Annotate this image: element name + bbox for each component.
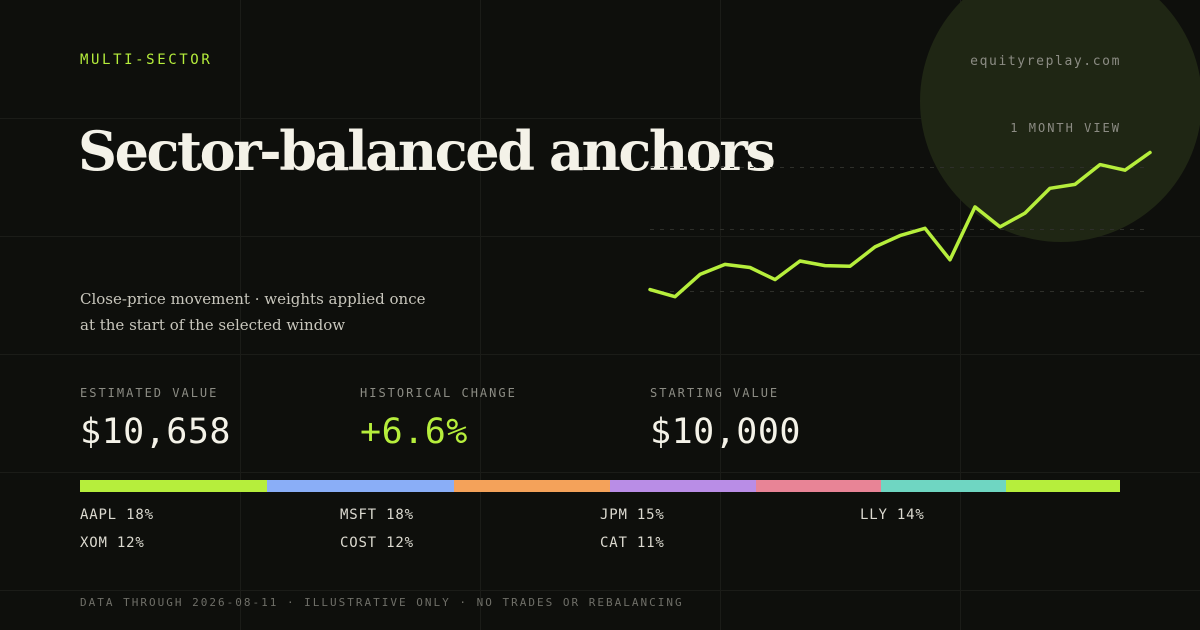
holding-xom: XOM 12% — [80, 535, 145, 551]
holding-weight: 12% — [116, 535, 145, 551]
allocation-segment-xom — [755, 480, 881, 492]
holding-ticker: AAPL — [80, 507, 117, 523]
subtitle: Close-price movement · weights applied o… — [80, 286, 450, 338]
historical-change-label: HISTORICAL CHANGE — [360, 386, 517, 400]
allocation-segment-msft — [267, 480, 455, 492]
holding-ticker: LLY — [860, 507, 888, 523]
holding-aapl: AAPL 18% — [80, 507, 154, 523]
allocation-segment-cost — [880, 480, 1006, 492]
subtitle-line-1: Close-price movement · weights applied o… — [80, 290, 426, 308]
page-title: Sector-balanced anchors — [78, 119, 776, 183]
holding-weight: 18% — [126, 507, 154, 523]
holding-ticker: COST — [340, 535, 377, 551]
holding-ticker: MSFT — [340, 507, 377, 523]
decorative-glow-circle — [920, 0, 1200, 242]
historical-change-value: +6.6% — [360, 412, 468, 452]
category-label: MULTI-SECTOR — [80, 52, 213, 68]
holding-weight: 14% — [896, 507, 925, 523]
allocation-segment-jpm — [454, 480, 611, 492]
holding-ticker: JPM — [600, 507, 628, 523]
estimated-value-stat: ESTIMATED VALUE $10,658 — [80, 386, 231, 452]
disclaimer-footnote: DATA THROUGH 2026-08-11 · ILLUSTRATIVE O… — [80, 596, 684, 609]
subtitle-line-2: at the start of the selected window — [80, 316, 346, 334]
period-label: 1 MONTH VIEW — [1010, 121, 1121, 135]
allocation-segment-cat — [1005, 480, 1120, 492]
estimated-value-label: ESTIMATED VALUE — [80, 386, 219, 400]
historical-change-stat: HISTORICAL CHANGE +6.6% — [360, 386, 517, 452]
allocation-bar — [80, 480, 1120, 492]
holding-msft: MSFT 18% — [340, 507, 414, 523]
starting-value-stat: STARTING VALUE $10,000 — [650, 386, 801, 452]
starting-value-label: STARTING VALUE — [650, 386, 780, 400]
holding-ticker: CAT — [600, 535, 628, 551]
site-domain: equityreplay.com — [970, 54, 1121, 69]
holding-weight: 11% — [636, 535, 665, 551]
holding-cat: CAT 11% — [600, 535, 665, 551]
holding-weight: 18% — [386, 507, 414, 523]
estimated-value: $10,658 — [80, 412, 232, 452]
holding-lly: LLY 14% — [860, 507, 925, 523]
allocation-segment-lly — [610, 480, 756, 492]
starting-value: $10,000 — [650, 412, 802, 452]
holding-jpm: JPM 15% — [600, 507, 665, 523]
portfolio-value-line — [648, 150, 1152, 299]
allocation-segment-aapl — [80, 480, 268, 492]
holding-weight: 12% — [386, 535, 414, 551]
holding-ticker: XOM — [80, 535, 108, 551]
holding-cost: COST 12% — [340, 535, 414, 551]
holding-weight: 15% — [636, 507, 665, 523]
